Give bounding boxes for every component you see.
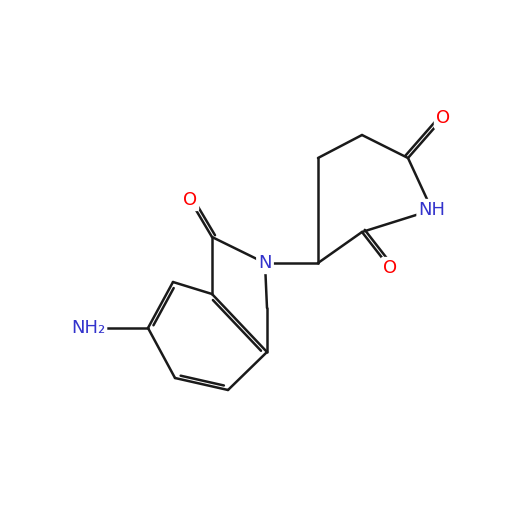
Text: NH: NH bbox=[418, 201, 445, 219]
Text: N: N bbox=[258, 254, 271, 272]
Text: O: O bbox=[435, 109, 449, 127]
Text: O: O bbox=[183, 191, 196, 209]
Text: NH₂: NH₂ bbox=[71, 319, 105, 337]
Text: O: O bbox=[382, 259, 397, 277]
